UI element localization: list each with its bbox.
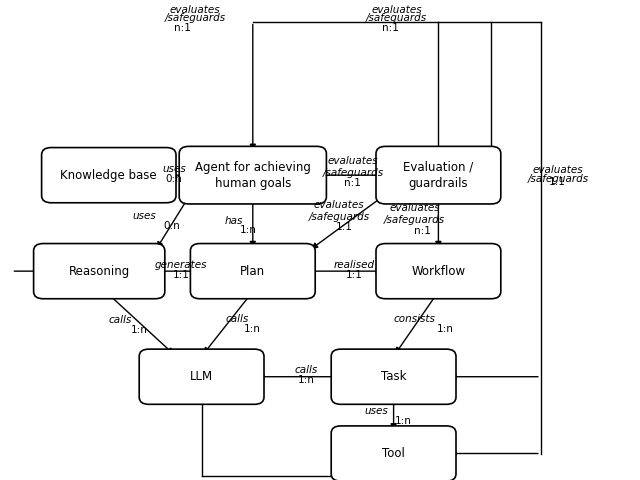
Text: evaluates: evaluates (170, 5, 221, 14)
Text: consists: consists (394, 314, 436, 324)
FancyBboxPatch shape (332, 426, 456, 480)
Text: 1:n: 1:n (244, 324, 260, 334)
Text: Reasoning: Reasoning (68, 264, 130, 277)
Text: calls: calls (225, 314, 248, 324)
Text: evaluates: evaluates (371, 5, 422, 14)
Text: n:1: n:1 (344, 179, 360, 188)
Text: Tool: Tool (382, 447, 405, 460)
Text: 1:1: 1:1 (346, 270, 363, 280)
Text: n:1: n:1 (174, 23, 191, 33)
Text: LLM: LLM (190, 370, 213, 383)
Text: Task: Task (381, 370, 406, 383)
FancyBboxPatch shape (34, 243, 165, 299)
Text: 0:n: 0:n (166, 174, 182, 183)
Text: uses: uses (162, 164, 186, 174)
Text: evaluates: evaluates (532, 166, 584, 175)
Text: n:1: n:1 (414, 226, 431, 236)
FancyBboxPatch shape (376, 146, 500, 204)
FancyBboxPatch shape (42, 147, 176, 203)
Text: uses: uses (132, 211, 156, 221)
Text: calls: calls (109, 315, 132, 325)
Text: Knowledge base: Knowledge base (61, 168, 157, 181)
Text: /safeguards: /safeguards (366, 13, 428, 23)
Text: 1:1: 1:1 (336, 222, 353, 232)
Text: has: has (225, 216, 243, 226)
Text: 1:n: 1:n (240, 225, 257, 235)
Text: 1:n: 1:n (298, 375, 314, 385)
Text: /safeguards: /safeguards (164, 13, 226, 23)
Text: Plan: Plan (240, 264, 266, 277)
Text: 1:n: 1:n (395, 416, 412, 426)
Text: evaluates
/safeguards: evaluates /safeguards (384, 203, 445, 225)
FancyBboxPatch shape (332, 349, 456, 404)
Text: 1:1: 1:1 (173, 270, 189, 280)
Text: uses: uses (364, 406, 388, 416)
Text: /safeguards: /safeguards (527, 174, 589, 183)
Text: evaluates
/safeguards: evaluates /safeguards (308, 200, 370, 222)
FancyBboxPatch shape (191, 243, 315, 299)
FancyBboxPatch shape (140, 349, 264, 404)
Text: Workflow: Workflow (412, 264, 465, 277)
Text: 1:1: 1:1 (548, 178, 565, 187)
FancyBboxPatch shape (179, 146, 326, 204)
Text: calls: calls (294, 365, 317, 375)
Text: Evaluation /
guardrails: Evaluation / guardrails (403, 161, 474, 190)
Text: 0:n: 0:n (163, 220, 180, 230)
Text: evaluates
/safeguards: evaluates /safeguards (323, 156, 384, 178)
Text: generates: generates (155, 260, 207, 270)
FancyBboxPatch shape (376, 243, 500, 299)
Text: 1:n: 1:n (131, 324, 148, 335)
Text: Agent for achieving
human goals: Agent for achieving human goals (195, 161, 311, 190)
Text: 1:n: 1:n (436, 324, 453, 334)
Text: n:1: n:1 (382, 23, 399, 33)
Text: realised: realised (334, 260, 375, 270)
